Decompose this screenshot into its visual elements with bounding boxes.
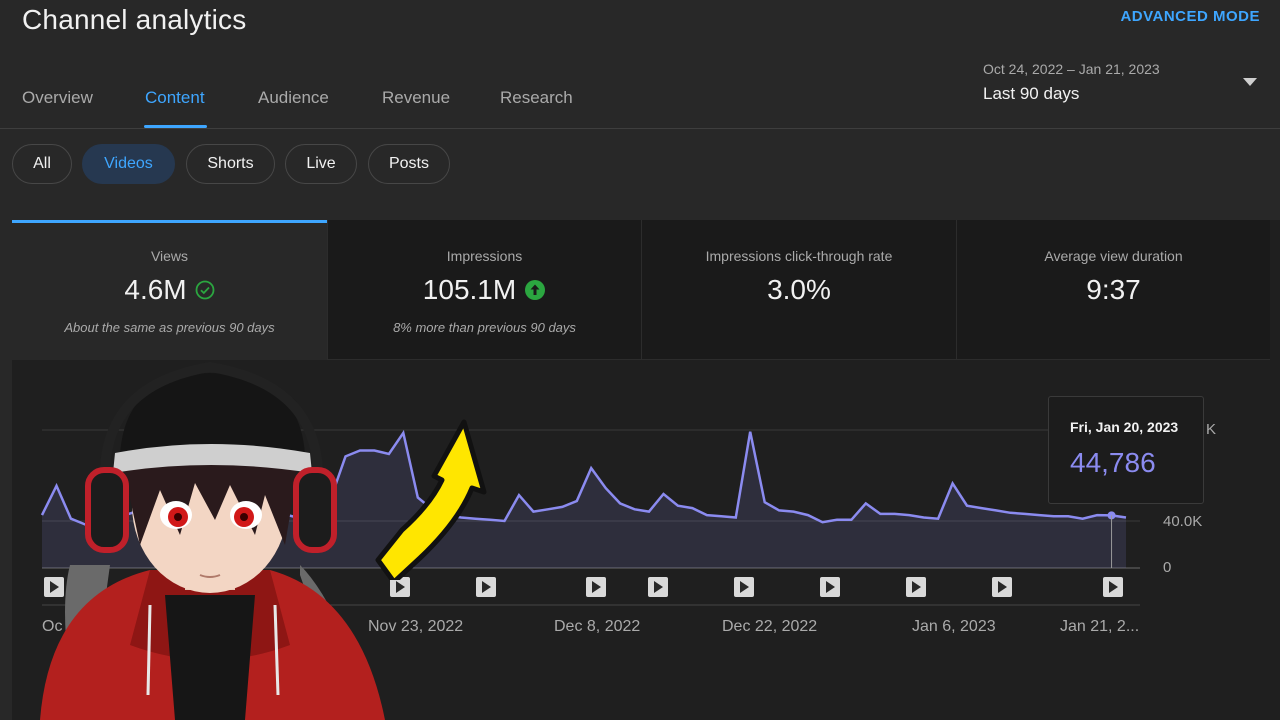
metric-card-ctr[interactable]: Impressions click-through rate 3.0% (641, 220, 956, 360)
metric-value: 9:37 (1086, 274, 1141, 305)
video-marker-play-icon[interactable] (586, 577, 606, 597)
x-tick-label: Dec 8, 2022 (554, 618, 641, 635)
x-tick-label: Dec 22, 2022 (722, 618, 818, 635)
metric-value: 105.1M (422, 274, 517, 305)
check-circle-icon (195, 280, 215, 300)
video-marker-play-icon[interactable] (906, 577, 926, 597)
metric-value: 3.0% (767, 274, 831, 305)
tab-audience[interactable]: Audience (258, 88, 329, 107)
arrow-up-circle-icon (525, 280, 546, 300)
chart-tooltip: Fri, Jan 20, 2023 44,786 (1048, 396, 1204, 504)
video-marker-play-icon[interactable] (44, 577, 64, 597)
selected-card-indicator (12, 220, 327, 223)
chip-live[interactable]: Live (285, 144, 357, 184)
metric-card-views[interactable]: Views 4.6M About the same as previous 90… (12, 220, 327, 360)
video-marker-play-icon[interactable] (820, 577, 840, 597)
x-tick-label: Jan 6, 2023 (912, 618, 996, 635)
chip-shorts[interactable]: Shorts (186, 144, 275, 184)
advanced-mode-link[interactable]: ADVANCED MODE (1120, 8, 1260, 25)
metric-label: Impressions (446, 248, 523, 264)
tooltip-date: Fri, Jan 20, 2023 (1070, 419, 1179, 435)
tab-content[interactable]: Content (145, 88, 205, 107)
metric-card-impressions[interactable]: Impressions 105.1M 8% more than previous… (327, 220, 641, 360)
active-tab-indicator (144, 125, 207, 128)
x-tick-label: Nov 23, 2022 (368, 618, 464, 635)
date-range-label: Last 90 days (983, 84, 1080, 103)
video-marker-play-icon[interactable] (648, 577, 668, 597)
video-marker-play-icon[interactable] (734, 577, 754, 597)
x-tick-label: Oc (42, 618, 63, 635)
tab-revenue[interactable]: Revenue (382, 88, 451, 107)
metric-label: Impressions click-through rate (705, 248, 893, 264)
y-tick-label: 40.0K (1163, 513, 1203, 530)
video-marker-play-icon[interactable] (390, 577, 410, 597)
video-marker-play-icon[interactable] (476, 577, 496, 597)
yellow-arrow-icon (375, 419, 487, 580)
metric-card-avg-view-duration[interactable]: Average view duration 9:37 (956, 220, 1270, 360)
metric-label: Average view duration (1044, 248, 1183, 264)
metric-value-row: 105.1M (328, 274, 641, 306)
page-title: Channel analytics (22, 4, 247, 35)
date-range-dates: Oct 24, 2022 – Jan 21, 2023 (983, 61, 1160, 77)
chip-posts[interactable]: Posts (368, 144, 450, 184)
video-marker-play-icon[interactable] (1103, 577, 1123, 597)
metric-comparison: About the same as previous 90 days (64, 320, 275, 335)
header-divider (0, 128, 1280, 129)
y-axis-top-label: K (1206, 421, 1217, 438)
tab-overview[interactable]: Overview (22, 88, 93, 107)
tooltip-value: 44,786 (1070, 447, 1156, 478)
caret-down-icon[interactable] (1243, 78, 1257, 86)
metric-value: 4.6M (124, 274, 187, 305)
video-marker-play-icon[interactable] (992, 577, 1012, 597)
chip-videos[interactable]: Videos (82, 144, 175, 184)
metric-label: Views (150, 248, 189, 264)
metric-value-row: 4.6M (12, 274, 327, 306)
tab-research[interactable]: Research (500, 88, 573, 107)
y-tick-label: 0 (1163, 559, 1172, 576)
chip-all[interactable]: All (12, 144, 72, 184)
tab-bar: Overview Content Audience Revenue Resear… (0, 78, 640, 128)
metric-comparison: 8% more than previous 90 days (393, 320, 576, 335)
x-tick-label: Jan 21, 2... (1060, 618, 1140, 635)
avatar-character-image (40, 361, 385, 720)
